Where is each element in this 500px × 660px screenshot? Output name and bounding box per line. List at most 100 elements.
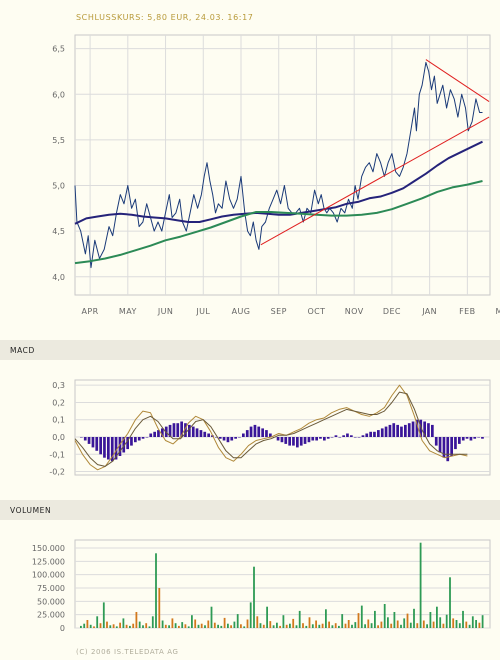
macd-histogram-bar xyxy=(253,424,257,437)
volume-bar xyxy=(115,626,118,628)
volume-section-band: VOLUMEN xyxy=(0,500,500,520)
volume-bar xyxy=(478,622,481,628)
macd-histogram-bar xyxy=(141,437,145,439)
volume-y-tick-label: 100.000 xyxy=(32,571,65,580)
volume-bar xyxy=(256,616,259,628)
macd-histogram-bar xyxy=(130,437,133,446)
volume-bar xyxy=(164,624,167,628)
volume-bar xyxy=(364,624,366,628)
volume-bar xyxy=(240,624,242,628)
volume-bar xyxy=(262,624,265,628)
volume-bar xyxy=(171,618,174,628)
macd-histogram-bar xyxy=(431,424,434,437)
macd-histogram-bar xyxy=(361,435,365,437)
volume-bar xyxy=(432,621,435,628)
macd-histogram-bar xyxy=(481,437,484,439)
macd-histogram-bar xyxy=(427,423,430,437)
volume-bar xyxy=(406,613,409,628)
macd-y-tick-label: 0,3 xyxy=(52,381,65,390)
volume-bar xyxy=(292,618,295,628)
volume-bar xyxy=(419,542,422,628)
volume-bar xyxy=(197,624,200,628)
price-x-tick-label: JAN xyxy=(421,307,437,316)
macd-histogram-bar xyxy=(346,433,349,437)
volume-bar xyxy=(295,625,298,628)
macd-histogram-bar xyxy=(388,424,392,437)
volume-bar xyxy=(207,620,210,628)
volume-bar xyxy=(462,610,464,628)
macd-histogram-bar xyxy=(176,423,180,437)
volume-bar xyxy=(220,625,223,628)
volume-bar xyxy=(357,613,360,628)
macd-histogram-bar xyxy=(365,433,369,437)
volume-bar xyxy=(269,621,272,628)
macd-histogram-bar xyxy=(288,437,291,446)
volume-bar xyxy=(370,623,373,628)
volume-bar xyxy=(471,616,474,628)
volume-bar xyxy=(439,617,442,628)
volume-bar xyxy=(390,623,393,628)
volume-bar xyxy=(155,553,157,628)
volume-bar xyxy=(80,625,82,628)
macd-histogram-bar xyxy=(353,437,357,438)
macd-histogram-bar xyxy=(126,437,129,450)
volume-bar xyxy=(315,620,317,628)
macd-histogram-bar xyxy=(315,437,318,441)
volume-bar xyxy=(426,624,428,628)
macd-histogram-bar xyxy=(419,419,423,437)
macd-histogram-bar xyxy=(114,437,118,460)
volume-bar xyxy=(210,606,213,628)
volume-bar xyxy=(253,566,255,628)
macd-histogram-bar xyxy=(280,437,284,443)
price-x-tick-label: OCT xyxy=(307,307,325,316)
macd-histogram-bar xyxy=(157,430,160,437)
macd-histogram-bar xyxy=(392,423,396,437)
macd-histogram-bar xyxy=(245,430,249,437)
volume-bar xyxy=(259,623,262,628)
volume-bar xyxy=(308,617,311,628)
macd-histogram-bar xyxy=(442,437,446,458)
volume-bar xyxy=(298,610,301,628)
volume-bar xyxy=(360,605,363,628)
volume-bar xyxy=(158,588,161,628)
macd-histogram-bar xyxy=(396,424,399,437)
macd-histogram-bar xyxy=(350,435,353,437)
volume-bar xyxy=(400,624,402,628)
volume-bar xyxy=(276,622,278,628)
macd-histogram-bar xyxy=(118,437,122,456)
volume-bar xyxy=(266,606,268,628)
macd-histogram-bar xyxy=(380,428,384,437)
volume-bar xyxy=(351,624,353,628)
series-macd-line xyxy=(74,384,468,471)
macd-histogram-bar xyxy=(330,437,334,438)
macd-histogram-bar xyxy=(234,437,237,439)
volume-bar xyxy=(383,604,386,628)
volume-bar xyxy=(468,624,471,628)
volume-bar xyxy=(341,614,344,628)
macd-histogram-bar xyxy=(342,435,345,437)
price-x-tick-label: NOV xyxy=(345,307,364,316)
macd-histogram-bar xyxy=(407,423,411,437)
macd-histogram-bar xyxy=(411,421,415,437)
macd-histogram-bar xyxy=(404,424,407,437)
macd-histogram-bar xyxy=(469,437,473,441)
macd-histogram-bar xyxy=(207,433,210,437)
price-x-tick-label: FEB xyxy=(459,307,475,316)
macd-histogram-bar xyxy=(454,437,457,450)
volume-bar xyxy=(321,623,324,628)
macd-histogram-bar xyxy=(299,437,303,446)
volume-bar xyxy=(135,612,138,628)
macd-histogram-bar xyxy=(446,437,450,462)
macd-histogram-bar xyxy=(307,437,311,443)
series-ma_short-line xyxy=(74,140,483,225)
volume-bar xyxy=(302,623,304,628)
volume-y-tick-label: 50.000 xyxy=(37,597,65,606)
macd-histogram-bar xyxy=(265,430,268,437)
macd-histogram-bar xyxy=(149,433,153,437)
volume-bar xyxy=(445,614,448,628)
macd-y-tick-label: 0,1 xyxy=(52,416,65,425)
volume-y-tick-label: 0 xyxy=(60,624,65,633)
macd-histogram-bar xyxy=(168,424,172,437)
macd-histogram-bar xyxy=(465,437,469,439)
volume-bar xyxy=(374,610,376,628)
